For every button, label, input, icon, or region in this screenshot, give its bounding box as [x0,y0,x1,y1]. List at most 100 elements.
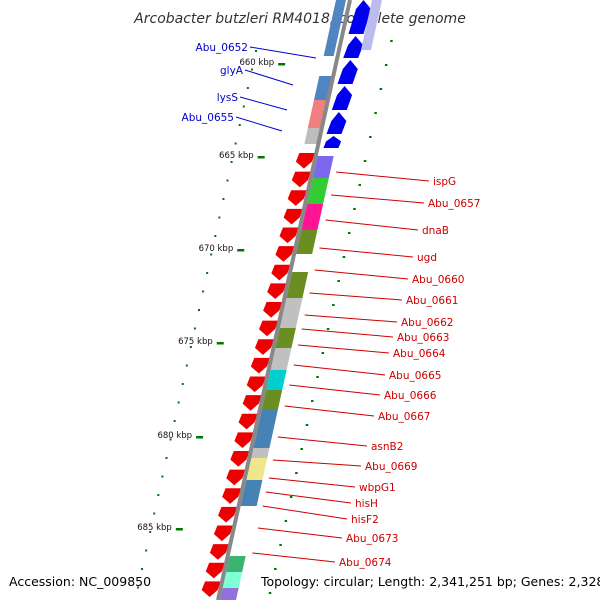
reverse-gene-arrow [259,320,279,337]
cog-color-block [253,410,278,448]
map-title: Arcobacter butzleri RM4018, complete gen… [133,11,466,27]
reverse-label-leader [314,269,409,280]
outer-tick-dot [311,400,314,402]
inner-tick-dot [226,179,229,182]
reverse-label-leader [289,384,381,396]
inner-tick-dot [136,586,139,589]
accession-text: Accession: NC_009850 [9,574,151,589]
inner-tick-dot [177,401,180,404]
reverse-label-leader [304,314,398,323]
inner-tick-dot [173,420,176,422]
inner-tick-dot [189,346,192,348]
forward-gene-arrow [323,136,342,148]
outer-tick-dot [369,136,372,138]
kbp-tick-mark [216,342,224,345]
reverse-gene-label: Abu_0665 [389,370,441,382]
cog-color-block [323,0,346,56]
reverse-gene-arrow [271,264,291,281]
cog-color-block [222,572,243,588]
reverse-gene-arrow [205,562,226,579]
outer-tick-dot [390,40,393,42]
forward-label-leader [235,116,283,132]
inner-tick-dot [246,87,249,89]
forward-gene-label: Abu_0652 [196,42,248,54]
reverse-label-leader [298,344,390,354]
kbp-tick-label: 660 kbp [239,58,274,68]
reverse-gene-arrow [275,246,295,262]
tick-dots [136,40,393,594]
inner-tick-dot [202,290,205,293]
forward-label-leader [249,46,317,59]
reverse-gene-arrow [295,153,316,169]
topology-text: Topology: circular; Length: 2,341,251 bp… [260,574,600,589]
forward-label-leader [244,69,294,86]
outer-tick-dot [384,64,388,66]
reverse-gene-label: Abu_0660 [412,274,464,286]
cog-color-block [275,328,296,348]
inner-tick-dot [149,531,152,533]
inner-tick-dot [153,512,156,515]
forward-gene-arrow [343,36,364,58]
label-leaders [235,46,430,563]
reverse-label-leader [319,247,414,258]
kbp-tick-label: 670 kbp [199,244,234,254]
outer-tick-dot [305,424,309,426]
reverse-gene-arrow [234,432,254,448]
inner-tick-dot [165,457,168,459]
reverse-gene-arrow [279,227,299,244]
forward-gene-label: Abu_0655 [182,112,234,124]
reverse-gene-arrow [238,413,258,430]
inner-tick-dot [234,142,237,145]
outer-tick-dot [358,184,362,186]
inner-tick-dot [214,235,217,237]
cog-color-block [296,230,318,254]
reverse-gene-arrow [283,208,304,225]
reverse-label-leader [268,477,356,488]
forward-gene-arrow [337,60,358,84]
reverse-gene-label: Abu_0674 [339,557,392,569]
outer-tick-dot [289,496,293,498]
reverse-gene-label: Abu_0669 [365,461,417,473]
inner-tick-dot [185,364,188,367]
inner-tick-dot [218,216,221,219]
forward-gene-label: glyA [220,65,244,77]
inner-tick-dot [141,568,144,570]
kbp-tick-label: 675 kbp [178,337,213,347]
reverse-gene-arrow [209,544,230,560]
reverse-label-leader [284,405,375,417]
kbp-tick-label: 680 kbp [157,431,192,441]
cog-color-block [251,448,270,458]
outer-tick-dot [353,208,356,210]
inner-tick-dot [145,549,148,552]
forward-label-leader [239,96,288,111]
inner-tick-dot [181,383,184,385]
inner-tick-dot [255,50,257,52]
reverse-gene-label: Abu_0664 [393,348,446,360]
outer-tick-dot [295,472,298,474]
outer-tick-dot [274,568,277,570]
kbp-tick-label: 685 kbp [137,523,172,533]
kbp-tick-mark [237,249,245,252]
reverse-gene-label: wbpG1 [359,482,396,494]
cog-color-block [307,178,329,204]
reverse-label-leader [336,171,430,182]
cog-color-block [240,480,263,506]
forward-gene-label: lysS [217,92,239,104]
kbp-tick-mark [257,156,265,159]
inner-tick-dot [230,161,233,163]
reverse-label-leader [309,292,403,301]
reverse-gene-label: ispG [433,176,456,188]
outer-tick-dot [321,352,325,354]
inner-tick-dot [206,272,209,274]
reverse-gene-arrow [291,171,312,188]
reverse-gene-label: hisF2 [351,514,379,526]
outer-tick-dot [342,256,346,258]
inner-tick-dot [161,475,164,478]
outer-tick-dot [347,232,351,234]
reverse-gene-arrow [213,525,234,542]
kbp-ticks: 660 kbp 665 kbp 670 kbp 675 kbp 680 kbp 685 k… [137,58,286,533]
outer-tick-dot [279,544,282,546]
inner-tick-dot [242,105,245,108]
inner-tick-dot [222,198,225,200]
